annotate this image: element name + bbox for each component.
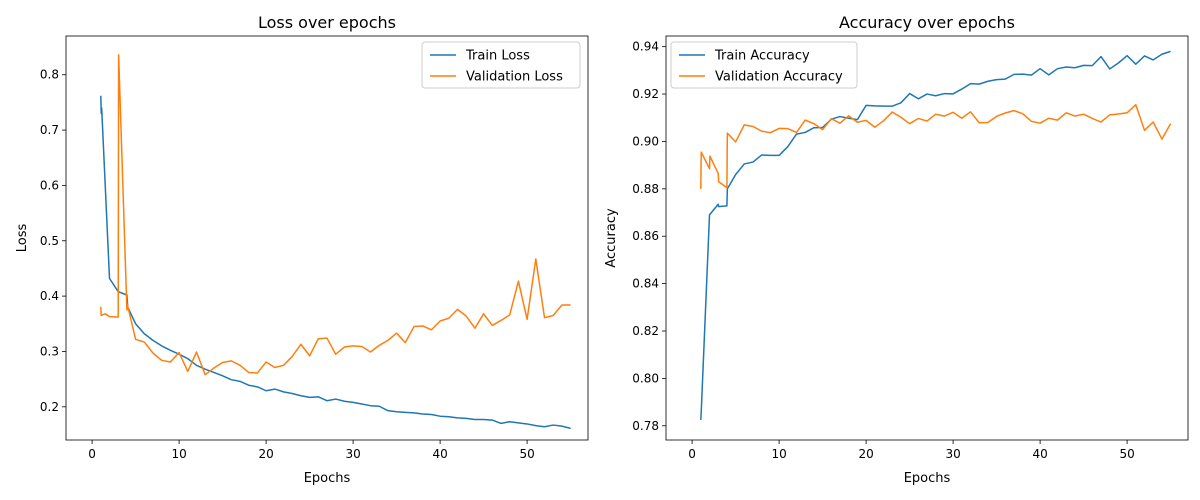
- loss-y-tick-label: 0.3: [40, 344, 59, 358]
- loss-x-tick-label: 20: [258, 447, 273, 461]
- loss-chart: Loss over epochs 0 10 20 30 40 50 0.2 0.3 0.4 0.5 0…: [15, 13, 589, 486]
- loss-x-axis-label: Epochs: [304, 471, 351, 486]
- loss-legend-label-1: Train Loss: [465, 49, 530, 64]
- accuracy-chart-title: Accuracy over epochs: [839, 13, 1015, 32]
- loss-y-tick-label: 0.8: [40, 68, 59, 82]
- accuracy-legend: Train Accuracy Validation Accuracy: [670, 41, 858, 89]
- loss-x-tick-label: 0: [88, 447, 96, 461]
- accuracy-x-tick-label: 20: [858, 447, 873, 461]
- accuracy-y-tick-label: 0.78: [632, 419, 659, 433]
- accuracy-x-tick-label: 10: [771, 447, 786, 461]
- loss-y-axis-label: Loss: [15, 224, 30, 253]
- accuracy-y-tick-label: 0.84: [632, 277, 659, 291]
- loss-plot-frame: [65, 35, 589, 441]
- accuracy-plot-frame: [665, 35, 1189, 441]
- loss-series-line-1: [100, 95, 571, 430]
- accuracy-legend-box: [670, 41, 858, 89]
- accuracy-y-tick-label: 0.94: [632, 40, 659, 54]
- accuracy-y-tick-label: 0.80: [632, 371, 659, 385]
- accuracy-y-axis-label: Accuracy: [604, 208, 619, 268]
- loss-y-tick-label: 0.6: [40, 178, 59, 192]
- loss-x-tick-label: 50: [519, 447, 534, 461]
- accuracy-y-tick-label: 0.92: [632, 87, 659, 101]
- loss-legend-label-2: Validation Loss: [466, 70, 563, 85]
- accuracy-x-axis-label: Epochs: [904, 471, 951, 486]
- loss-y-tick-label: 0.4: [40, 289, 59, 303]
- loss-y-tick-label: 0.5: [40, 234, 59, 248]
- loss-x-tick-label: 30: [345, 447, 360, 461]
- accuracy-legend-label-1: Train Accuracy: [714, 49, 810, 64]
- loss-legend-box: [421, 41, 581, 89]
- accuracy-series-line-1: [700, 50, 1171, 420]
- loss-series-line-2: [100, 54, 571, 376]
- accuracy-x-tick-label: 40: [1032, 447, 1047, 461]
- loss-y-tick-label: 0.2: [40, 400, 59, 414]
- accuracy-x-tick-label: 50: [1119, 447, 1134, 461]
- accuracy-y-tick-label: 0.86: [632, 229, 659, 243]
- loss-chart-title: Loss over epochs: [258, 13, 396, 32]
- accuracy-x-tick-label: 30: [945, 447, 960, 461]
- loss-x-tick-label: 10: [171, 447, 186, 461]
- accuracy-chart: Accuracy over epochs 0 10 20 30 40 50 0.78 0.80 0…: [604, 13, 1189, 486]
- accuracy-series-line-2: [700, 103, 1172, 189]
- accuracy-x-tick-label: 0: [688, 447, 696, 461]
- loss-y-tick-label: 0.7: [40, 123, 59, 137]
- loss-x-tick-label: 40: [432, 447, 447, 461]
- accuracy-legend-label-2: Validation Accuracy: [715, 70, 843, 85]
- accuracy-y-tick-label: 0.82: [632, 324, 659, 338]
- accuracy-y-tick-label: 0.88: [632, 182, 659, 196]
- accuracy-y-tick-label: 0.90: [632, 134, 659, 148]
- loss-legend: Train Loss Validation Loss: [421, 41, 581, 89]
